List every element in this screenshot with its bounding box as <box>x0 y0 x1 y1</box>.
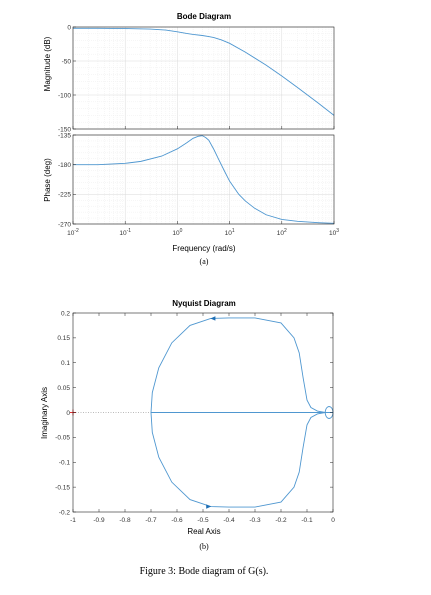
nyquist-curve <box>150 317 334 508</box>
nyquist-xtick-label: -1 <box>70 517 76 524</box>
bode-phase-ylabel: Phase (deg) <box>43 158 52 202</box>
bode-phase-frame <box>72 134 335 225</box>
bode-phase-ytick-label: -180 <box>58 162 71 169</box>
nyquist-ytick-label: 0.15 <box>57 335 70 342</box>
bode-xlabel: Frequency (rad/s) <box>172 244 235 253</box>
bode-phase-ytick-label: -135 <box>58 132 71 139</box>
bode-magnitude-ytick-label: -150 <box>58 126 71 133</box>
bode-xtick-label: 103 <box>329 228 339 237</box>
bode-magnitude-ytick-label: -100 <box>58 92 71 99</box>
sublabel-b: (b) <box>199 542 209 551</box>
bode-magnitude-panel: 0 -50 -100 -150 <box>58 24 335 133</box>
nyquist-ytick-label: -0.15 <box>55 484 70 491</box>
nyquist-xtick-label: 0 <box>331 517 335 524</box>
bode-xtick-label: 10-1 <box>119 228 131 237</box>
bode-magnitude-ytick-label: 0 <box>67 24 71 31</box>
nyquist-ytick-label: -0.2 <box>59 509 71 516</box>
nyquist-ytick-label: 0.1 <box>61 360 70 367</box>
bode-magnitude-curve <box>73 27 335 116</box>
bode-mag-ylabel: Magnitude (dB) <box>43 36 52 91</box>
nyquist-xtick-label: -0.1 <box>301 517 313 524</box>
bode-phase-curve <box>73 135 335 224</box>
nyquist-ytick-label: -0.1 <box>59 460 71 467</box>
nyquist-xtick-label: -0.8 <box>119 517 131 524</box>
nyquist-arrow-upper <box>210 316 216 321</box>
nyquist-ytick-label: 0.2 <box>61 310 70 317</box>
nyquist-xtick-label: -0.2 <box>275 517 287 524</box>
nyquist-arrow-lower <box>206 504 212 509</box>
nyquist-xtick-label: -0.3 <box>249 517 261 524</box>
bode-xtick-label: 101 <box>225 228 235 237</box>
nyquist-xtick-label: -0.6 <box>171 517 183 524</box>
nyquist-xtick-label: -0.9 <box>93 517 105 524</box>
nyquist-xlabel: Real Axis <box>187 527 220 536</box>
nyquist-ytick-label: 0 <box>66 410 70 417</box>
bode-xtick-label: 102 <box>277 228 287 237</box>
bode-magnitude-frame <box>72 26 335 130</box>
figure-caption: Figure 3: Bode diagram of G(s). <box>140 566 269 577</box>
bode-phase-ytick-label: -225 <box>58 192 71 199</box>
nyquist-xtick-label: -0.4 <box>223 517 235 524</box>
nyquist-panel: -1 -0.9 -0.8 -0.7 -0.6 -0.5 -0.4 -0.3 -0.2 -0.1 0 0… <box>55 310 335 524</box>
bode-magnitude-ytick-label: -50 <box>62 58 72 65</box>
nyquist-ytick-label: 0.05 <box>57 385 70 392</box>
nyquist-xtick-label: -0.5 <box>197 517 209 524</box>
nyquist-xtick-label: -0.7 <box>145 517 157 524</box>
bode-phase-ytick-label: -270 <box>58 221 71 228</box>
bode-title: Bode Diagram <box>177 12 231 21</box>
nyquist-ylabel: Imaginary Axis <box>40 387 49 439</box>
bode-xtick-label: 100 <box>172 228 182 237</box>
nyquist-ytick-label: -0.05 <box>55 435 70 442</box>
nyquist-title: Nyquist Diagram <box>172 299 236 308</box>
bode-xtick-label: 10-2 <box>67 228 79 237</box>
sublabel-a: (a) <box>200 257 209 266</box>
